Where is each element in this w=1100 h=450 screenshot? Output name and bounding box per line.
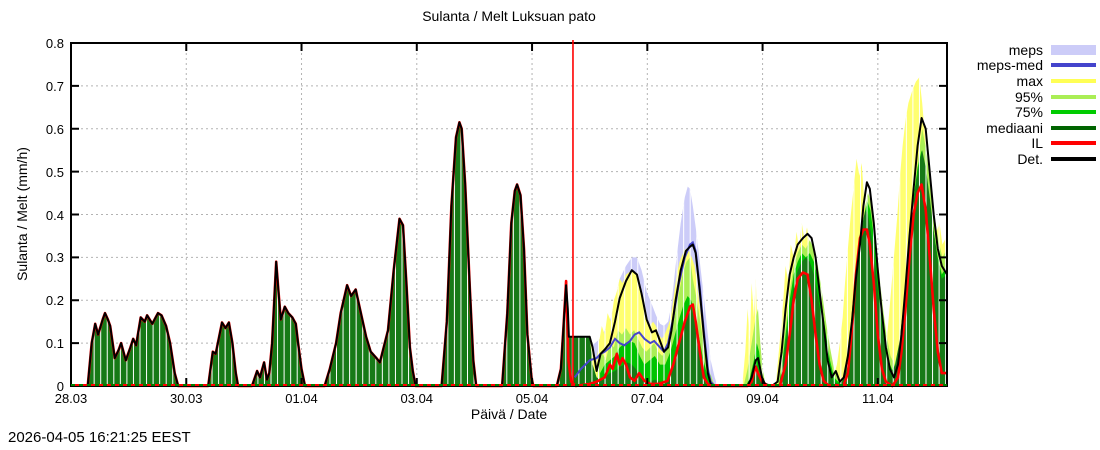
y-tick-label: 0.8 — [45, 36, 64, 51]
legend-swatch-line — [1051, 110, 1096, 115]
chart-title: Sulanta / Melt Luksuan pato — [422, 8, 596, 24]
y-tick-label: 0.5 — [45, 164, 64, 180]
legend-item-75-: 75% — [948, 104, 1096, 120]
legend-label: meps — [1008, 41, 1043, 58]
legend-item-meps-med: meps-med — [948, 57, 1096, 74]
series-mediaani-area — [87, 122, 947, 387]
plot-timestamp: 2026-04-05 16:21:25 EEST — [8, 429, 191, 446]
x-tick-label: 01.04 — [285, 391, 318, 406]
y-tick-label: 0.2 — [45, 293, 64, 309]
legend-label: Det. — [1017, 150, 1043, 167]
legend-swatch-line — [1051, 141, 1096, 146]
legend-item-mediaani: mediaani — [948, 120, 1096, 136]
legend-item-il: IL — [948, 135, 1096, 152]
y-tick-label: 0.4 — [45, 207, 64, 223]
x-tick-label: 09.04 — [746, 391, 779, 406]
y-tick-label: 0.1 — [45, 336, 64, 352]
legend-item-95-: 95% — [948, 89, 1096, 105]
legend-item-det-: Det. — [948, 151, 1096, 167]
legend-label: max — [1016, 72, 1043, 89]
y-tick-label: 0.6 — [45, 121, 64, 137]
legend-label: 75% — [1014, 104, 1043, 121]
x-tick-label: 03.04 — [400, 391, 434, 406]
legend-label: IL — [1031, 135, 1043, 152]
x-tick-label: 28.03 — [54, 391, 88, 406]
legend-swatch-line — [1051, 125, 1096, 130]
x-tick-label: 30.03 — [169, 391, 203, 406]
legend-swatch-line — [1051, 63, 1096, 68]
x-tick-label: 11.04 — [862, 391, 894, 406]
legend-swatch-line — [1051, 78, 1096, 83]
legend-item-meps: meps — [948, 42, 1096, 58]
legend-swatch-line — [1051, 94, 1096, 99]
legend-swatch-band — [1051, 44, 1096, 55]
x-tick-label: 05.04 — [515, 391, 549, 406]
y-tick-label: 0.7 — [45, 78, 64, 94]
x-tick-label: 07.04 — [631, 391, 664, 406]
y-tick-label: 0.3 — [45, 250, 64, 266]
x-axis-title: Päivä / Date — [470, 406, 548, 422]
legend-item-max: max — [948, 73, 1096, 89]
legend-swatch-line — [1051, 156, 1096, 161]
series-det-line — [86, 117, 948, 387]
legend-label: meps-med — [976, 57, 1043, 74]
legend: meps meps-med max 95% 75% mediaani IL Det. — [948, 42, 1096, 167]
legend-label: mediaani — [986, 119, 1043, 136]
y-tick-label: 0 — [56, 379, 64, 394]
legend-label: 95% — [1014, 88, 1043, 105]
